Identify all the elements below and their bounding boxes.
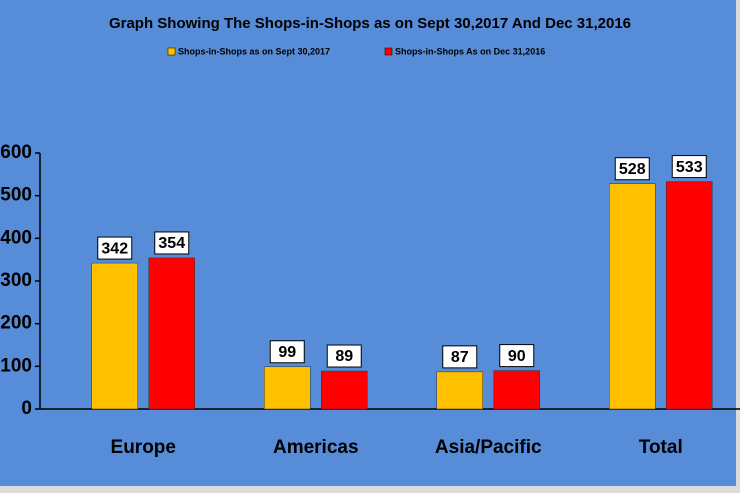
bar <box>609 183 656 410</box>
value-label: 90 <box>508 348 526 365</box>
value-label-box <box>499 344 535 368</box>
x-tick-label: Europe <box>111 437 176 458</box>
value-label: 342 <box>101 240 128 257</box>
value-label: 99 <box>278 344 296 361</box>
y-tick-label: 400 <box>0 227 32 248</box>
bar <box>264 366 311 410</box>
y-tick-label: 100 <box>0 355 32 376</box>
y-tick-label: 200 <box>0 313 32 334</box>
x-tick-label: Americas <box>273 437 359 458</box>
value-label-box <box>97 236 133 260</box>
value-label: 528 <box>619 161 646 178</box>
bar <box>493 370 540 410</box>
y-tick-label: 0 <box>21 398 32 419</box>
x-tick-label: Total <box>639 437 683 458</box>
bar <box>436 371 483 410</box>
value-label: 89 <box>335 348 353 365</box>
value-label-box <box>326 344 362 368</box>
value-label-box <box>614 157 650 181</box>
value-label: 354 <box>158 235 185 252</box>
bar <box>321 370 368 410</box>
bar <box>91 262 138 410</box>
value-label-box <box>154 231 190 255</box>
value-label-box <box>671 155 707 179</box>
y-tick-label: 500 <box>0 185 32 206</box>
x-tick-label: Asia/Pacific <box>435 437 542 458</box>
bar <box>148 257 195 410</box>
legend-swatch <box>384 47 393 56</box>
bar <box>666 181 713 410</box>
legend-label: Shops-in-Shops as on Sept 30,2017 <box>178 46 330 56</box>
legend-swatch <box>167 47 176 56</box>
y-tick-label: 600 <box>0 142 32 163</box>
value-label-box <box>442 345 478 369</box>
chart-title: Graph Showing The Shops-in-Shops as on S… <box>109 15 631 32</box>
value-label: 533 <box>676 159 703 176</box>
value-label: 87 <box>451 349 469 366</box>
value-label-box <box>269 340 305 364</box>
legend-label: Shops-in-Shops As on Dec 31,2016 <box>395 46 545 56</box>
y-tick-label: 300 <box>0 270 32 291</box>
